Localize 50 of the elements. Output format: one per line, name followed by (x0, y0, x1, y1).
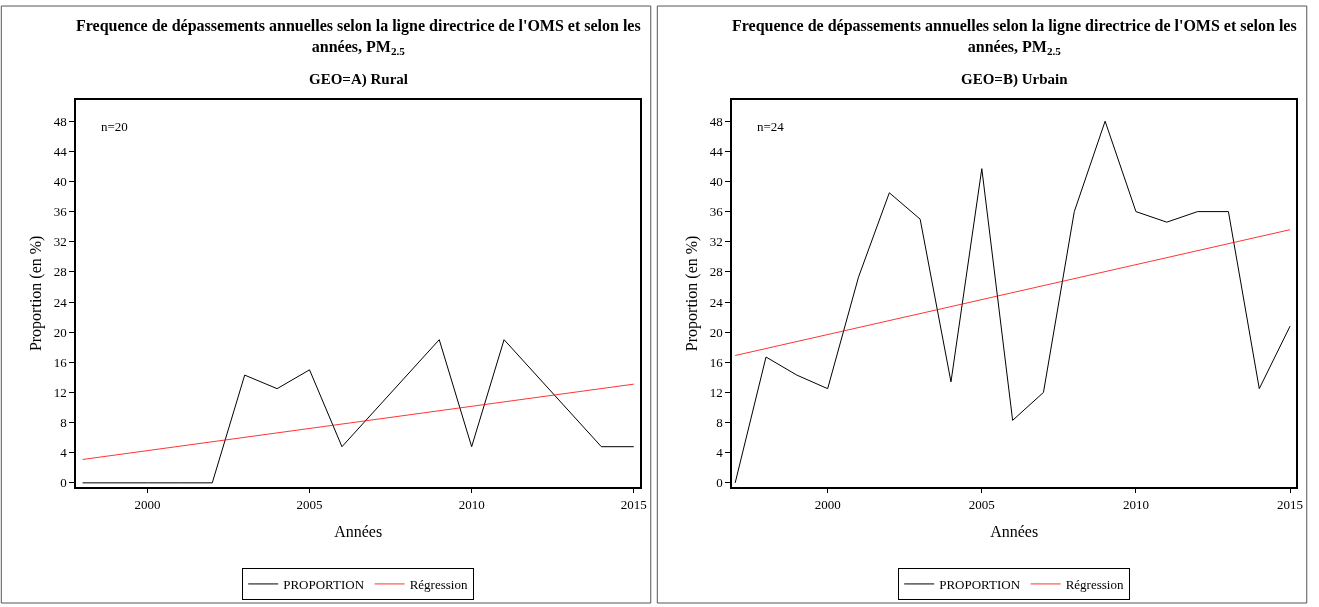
x-tick-label: 2005 (296, 496, 323, 512)
y-tick-label: 24 (709, 294, 724, 310)
chart-subtitle: GEO=B) Urbain (961, 71, 1069, 88)
y-tick-label: 4 (60, 445, 68, 461)
x-axis-title: Années (990, 523, 1039, 541)
y-tick-label: 8 (60, 415, 67, 431)
line-series (82, 339, 635, 484)
y-tick-label: 8 (716, 415, 723, 431)
y-tick-label: 12 (709, 384, 723, 400)
x-tick-label: 2005 (968, 496, 995, 512)
x-tick-label: 2000 (814, 496, 841, 512)
x-tick-label: 2015 (620, 496, 647, 512)
x-axis-title: Années (334, 523, 383, 541)
y-tick-label: 40 (709, 174, 723, 190)
legend-label: Régression (1065, 577, 1124, 593)
annotation: n=24 (757, 119, 785, 134)
y-tick-label: 32 (709, 234, 723, 250)
y-tick-label: 40 (53, 174, 67, 190)
y-tick-label: 44 (709, 143, 724, 159)
y-tick-label: 0 (60, 475, 67, 491)
y-tick-label: 28 (53, 264, 67, 280)
y-tick-label: 48 (53, 113, 67, 129)
x-tick-label: 2010 (458, 496, 485, 512)
y-axis-title: Proportion (en %) (27, 235, 46, 352)
y-tick-label: 20 (709, 324, 723, 340)
x-tick-label: 2000 (134, 496, 161, 512)
x-tick-label: 2015 (1277, 496, 1304, 512)
annotation: n=20 (101, 119, 128, 134)
line-series (734, 120, 1291, 484)
y-tick-label: 36 (709, 204, 724, 220)
y-tick-label: 16 (709, 354, 724, 370)
y-tick-label: 24 (53, 294, 68, 310)
y-tick-label: 12 (53, 384, 67, 400)
y-tick-label: 0 (716, 475, 723, 491)
y-tick-label: 28 (709, 264, 723, 280)
y-tick-label: 4 (716, 445, 724, 461)
chart-subtitle: GEO=A) Rural (309, 71, 408, 88)
y-tick-label: 48 (709, 113, 723, 129)
legend-label: PROPORTION (283, 577, 365, 593)
legend-label: Régression (409, 577, 468, 593)
y-tick-label: 16 (53, 354, 68, 370)
y-axis-title: Proportion (en %) (683, 235, 702, 352)
chart-title: Frequence de dépassements annuelles selon la ligne directrice de l'OMS et selon les années, PM$_{2.5}$ (732, 17, 1297, 58)
chart-title: Frequence de dépassements annuelles selon la ligne directrice de l'OMS et selon les années, PM$_{2.5}$ (76, 17, 641, 58)
y-tick-label: 36 (53, 204, 68, 220)
y-tick-label: 44 (53, 143, 68, 159)
y-tick-label: 32 (53, 234, 67, 250)
y-tick-label: 20 (53, 324, 67, 340)
x-tick-label: 2010 (1122, 496, 1149, 512)
legend-label: PROPORTION (939, 577, 1021, 593)
